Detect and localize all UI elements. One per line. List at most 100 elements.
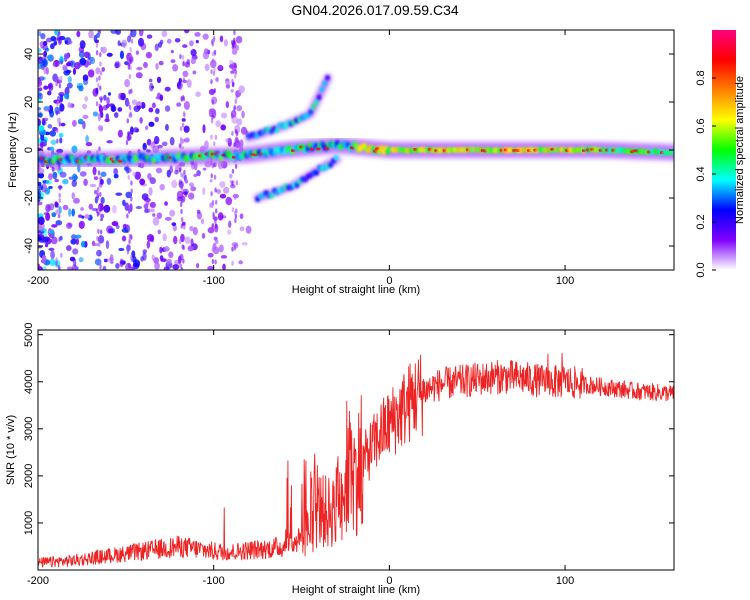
colorbar-tick-label: 0.0 xyxy=(695,262,707,277)
noise-streak xyxy=(57,76,60,82)
noise-blob xyxy=(174,38,181,43)
noise-blob xyxy=(38,192,41,199)
noise-blob xyxy=(53,40,58,46)
noise-streak xyxy=(181,173,185,179)
noise-blob xyxy=(68,208,72,217)
noise-blob xyxy=(71,119,77,127)
noise-streak xyxy=(56,138,59,144)
noise-blob xyxy=(40,32,46,40)
noise-streak xyxy=(128,238,131,244)
noise-blob xyxy=(225,137,233,144)
noise-streak xyxy=(130,234,133,240)
noise-streak xyxy=(129,33,132,39)
noise-streak xyxy=(95,101,99,107)
noise-blob xyxy=(226,229,232,235)
noise-streak xyxy=(58,121,62,127)
noise-streak xyxy=(130,88,133,94)
noise-streak xyxy=(233,106,236,112)
noise-blob xyxy=(97,235,105,244)
feature-blob xyxy=(322,80,328,87)
noise-blob xyxy=(66,266,74,270)
snr-y-label: SNR (10 * v/v) xyxy=(5,415,17,485)
noise-streak xyxy=(181,122,185,128)
noise-blob xyxy=(130,266,135,270)
noise-blob xyxy=(79,171,87,177)
noise-blob xyxy=(149,201,156,209)
snr-x-tick-label: 100 xyxy=(556,575,574,587)
noise-blob xyxy=(245,225,252,234)
noise-blob xyxy=(146,138,152,146)
noise-blob xyxy=(153,135,160,145)
noise-streak xyxy=(179,54,182,60)
noise-blob xyxy=(184,61,191,68)
noise-blob xyxy=(62,178,69,185)
spectrogram-y-tick-label: -20 xyxy=(23,190,35,206)
noise-blob xyxy=(107,92,112,96)
noise-streak xyxy=(129,58,132,64)
spectrogram-y-tick-label: 40 xyxy=(23,48,35,60)
noise-blob xyxy=(46,55,52,60)
noise-blob xyxy=(38,30,42,37)
noise-streak xyxy=(210,79,213,85)
noise-streak xyxy=(99,52,102,58)
noise-streak xyxy=(231,246,234,252)
noise-blob xyxy=(45,212,51,221)
noise-streak xyxy=(231,168,235,174)
noise-blob xyxy=(54,178,59,183)
snr-panel: -200 -100 0 100 1000 2000 3000 4000 5000 Height… xyxy=(5,322,675,596)
noise-blob xyxy=(72,248,79,255)
spectrogram-x-tick-label: 0 xyxy=(386,275,392,287)
colorbar-tick-label: 0.8 xyxy=(695,70,707,85)
noise-blob xyxy=(189,40,194,47)
noise-blob xyxy=(173,235,178,245)
noise-streak xyxy=(182,77,186,83)
noise-blob xyxy=(182,70,189,78)
noise-blob xyxy=(118,92,124,100)
noise-streak xyxy=(58,184,62,190)
noise-blob xyxy=(79,57,87,66)
noise-streak xyxy=(214,219,217,225)
noise-blob xyxy=(220,112,228,119)
noise-streak xyxy=(100,46,103,52)
noise-blob xyxy=(129,126,134,135)
noise-blob xyxy=(220,124,227,131)
noise-streak xyxy=(129,111,132,117)
noise-blob xyxy=(60,122,66,127)
noise-streak xyxy=(234,163,238,169)
noise-blob xyxy=(202,187,206,195)
noise-blob xyxy=(169,209,176,217)
noise-blob xyxy=(101,67,105,72)
noise-blob xyxy=(87,69,95,78)
noise-blob xyxy=(156,76,162,84)
noise-streak xyxy=(233,210,237,216)
noise-blob xyxy=(151,102,156,109)
noise-blob xyxy=(132,172,136,177)
noise-blob xyxy=(111,105,117,112)
noise-blob xyxy=(84,96,89,102)
noise-blob xyxy=(230,89,234,93)
noise-blob xyxy=(148,208,155,213)
noise-blob xyxy=(225,83,231,89)
noise-blob xyxy=(170,49,174,54)
noise-blob xyxy=(78,220,85,229)
noise-blob xyxy=(140,256,144,262)
noise-blob xyxy=(184,137,190,143)
noise-streak xyxy=(129,47,132,53)
noise-blob xyxy=(229,173,233,179)
noise-streak xyxy=(130,188,133,194)
spectrogram-y-tick-label: 20 xyxy=(23,96,35,108)
noise-blob xyxy=(78,257,84,263)
noise-blob xyxy=(184,30,190,34)
noise-blob xyxy=(63,92,69,100)
noise-blob xyxy=(170,59,176,64)
noise-streak xyxy=(178,143,182,149)
noise-streak xyxy=(233,142,236,148)
noise-streak xyxy=(55,110,59,116)
noise-streak xyxy=(178,192,181,198)
noise-streak xyxy=(179,201,183,207)
spectrogram-feature-2 xyxy=(253,154,341,202)
noise-blob xyxy=(139,178,146,186)
noise-streak xyxy=(97,170,101,176)
noise-blob xyxy=(148,121,155,127)
noise-streak xyxy=(231,130,234,136)
